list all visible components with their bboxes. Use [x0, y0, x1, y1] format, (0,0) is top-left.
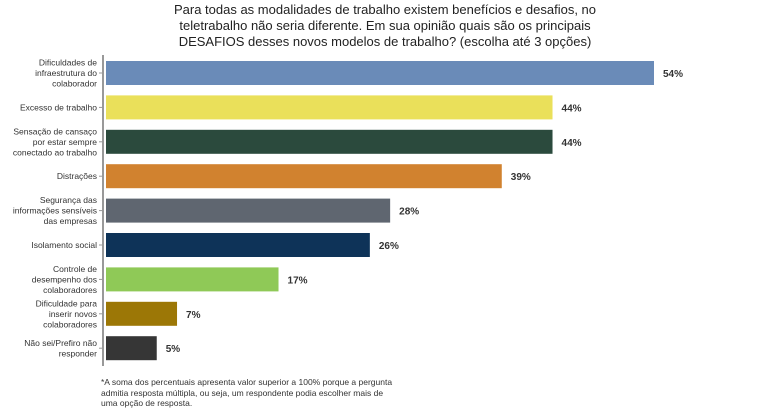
data-label: 5% — [166, 344, 181, 355]
bar — [106, 95, 553, 120]
data-label: 26% — [379, 241, 399, 252]
data-label: 39% — [511, 172, 531, 183]
data-label: 44% — [562, 138, 582, 149]
category-label: Não sei/Prefiro não responder — [24, 338, 97, 359]
data-label: 54% — [663, 69, 683, 80]
category-label: Segurança das informações sensíveis das em… — [13, 195, 97, 226]
data-label: 28% — [399, 207, 419, 218]
category-label: Controle de desempenho dos colaboradores — [32, 264, 97, 295]
bar — [106, 301, 178, 326]
category-label: Distrações — [57, 171, 97, 181]
bar — [106, 164, 502, 189]
bar — [106, 198, 391, 223]
bar — [106, 233, 370, 257]
chart-title: Para todas as modalidades de trabalho ex… — [173, 2, 597, 49]
bar — [106, 267, 279, 292]
bar — [106, 129, 553, 154]
category-label: Excesso de trabalho — [20, 102, 97, 112]
bar — [106, 336, 157, 361]
category-label: Dificuldade para inserir novos colaborador… — [36, 298, 98, 329]
bar — [106, 61, 654, 85]
data-label: 44% — [562, 103, 582, 114]
data-label: 17% — [288, 275, 308, 286]
category-label: Dificuldades de infraestrutura do colabora… — [35, 58, 97, 89]
data-label: 7% — [186, 310, 201, 321]
chart-footnote: *A soma dos percentuais apresenta valor … — [101, 377, 393, 408]
category-label: Isolamento social — [31, 240, 97, 250]
category-label: Sensação de cansaço por estar sempre conec… — [13, 126, 97, 157]
